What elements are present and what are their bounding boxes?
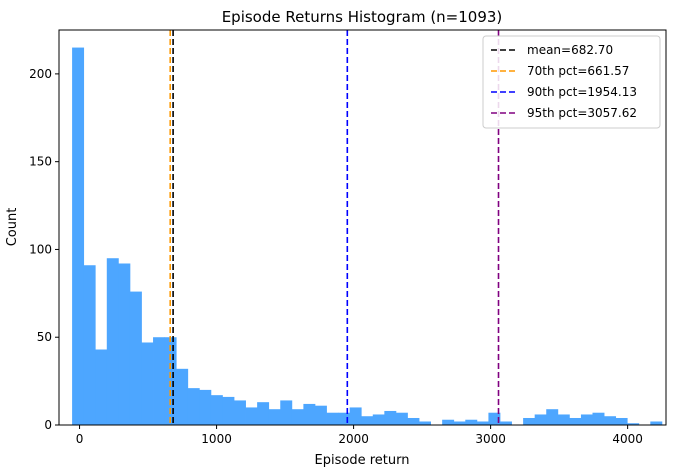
- histogram-bar: [407, 417, 420, 425]
- histogram-bar: [291, 409, 304, 425]
- histogram-bar: [129, 291, 142, 425]
- histogram-bar: [534, 414, 547, 425]
- x-tick-label: 3000: [475, 432, 506, 446]
- plot-frame: [58, 29, 667, 426]
- histogram-bar: [650, 421, 663, 425]
- histogram-bars: [72, 47, 663, 426]
- y-tick-label: 50: [37, 330, 52, 344]
- histogram-bar: [106, 258, 119, 425]
- histogram-bar: [615, 417, 628, 425]
- histogram-bar: [569, 417, 582, 425]
- histogram-bar: [592, 412, 605, 425]
- histogram-bar: [326, 412, 339, 425]
- histogram-bar: [442, 419, 455, 425]
- histogram-bar: [199, 389, 212, 425]
- y-axis-label: Count: [5, 208, 20, 247]
- histogram-bar: [268, 409, 281, 425]
- histogram-bar: [361, 416, 374, 425]
- x-axis-ticks: 0 1000 2000 3000 4000: [76, 425, 643, 446]
- histogram-bar: [72, 47, 85, 426]
- x-tick-label: 2000: [338, 432, 369, 446]
- histogram-bar: [176, 368, 189, 425]
- legend-label: 90th pct=1954.13: [527, 85, 637, 99]
- histogram-bar: [349, 407, 362, 425]
- histogram-bar: [395, 412, 408, 425]
- histogram-bar: [499, 421, 512, 425]
- x-tick-label: 1000: [201, 432, 232, 446]
- legend-box: [482, 35, 661, 129]
- y-tick-label: 200: [29, 67, 52, 81]
- histogram-bar: [314, 405, 327, 425]
- histogram-bar: [83, 265, 96, 425]
- y-axis-ticks: 0 50 100 150 200: [29, 67, 59, 432]
- histogram-bar: [604, 416, 617, 425]
- histogram-bar: [546, 409, 559, 425]
- histogram-bar: [234, 400, 246, 425]
- histogram-bar: [338, 412, 351, 425]
- histogram-bar: [580, 414, 593, 425]
- legend-label: mean=682.70: [527, 43, 613, 57]
- histogram-bar: [384, 410, 397, 425]
- y-tick-label: 0: [44, 418, 52, 432]
- histogram-bar: [557, 414, 570, 425]
- histogram-bar: [118, 263, 131, 425]
- histogram-bar: [488, 412, 501, 425]
- histogram-bar: [141, 342, 154, 425]
- histogram-bar: [257, 402, 270, 425]
- histogram-bar: [465, 419, 478, 425]
- y-tick-label: 150: [29, 155, 52, 169]
- histogram-bar: [627, 423, 640, 425]
- histogram-bar: [523, 417, 536, 425]
- x-tick-label: 0: [76, 432, 84, 446]
- x-axis-label: Episode return: [315, 453, 410, 468]
- histogram-bar: [153, 337, 166, 425]
- x-tick-label: 4000: [612, 432, 643, 446]
- histogram-bar: [476, 421, 489, 425]
- histogram-bar: [453, 421, 466, 425]
- histogram-bar: [187, 388, 200, 425]
- legend-label: 95th pct=3057.62: [527, 106, 637, 120]
- histogram-bar: [280, 400, 293, 425]
- histogram-bar: [95, 349, 108, 425]
- histogram-bar: [419, 421, 431, 425]
- histogram-bar: [372, 414, 385, 425]
- legend: mean=682.70 70th pct=661.57 90th pct=1954.…: [482, 35, 661, 129]
- histogram-bar: [222, 396, 235, 425]
- histogram-bar: [303, 403, 316, 425]
- y-tick-label: 100: [29, 242, 52, 256]
- histogram-bar: [245, 407, 258, 425]
- chart-title: Episode Returns Histogram (n=1093): [222, 8, 503, 26]
- legend-label: 70th pct=661.57: [527, 64, 629, 78]
- histogram-bar: [210, 395, 223, 425]
